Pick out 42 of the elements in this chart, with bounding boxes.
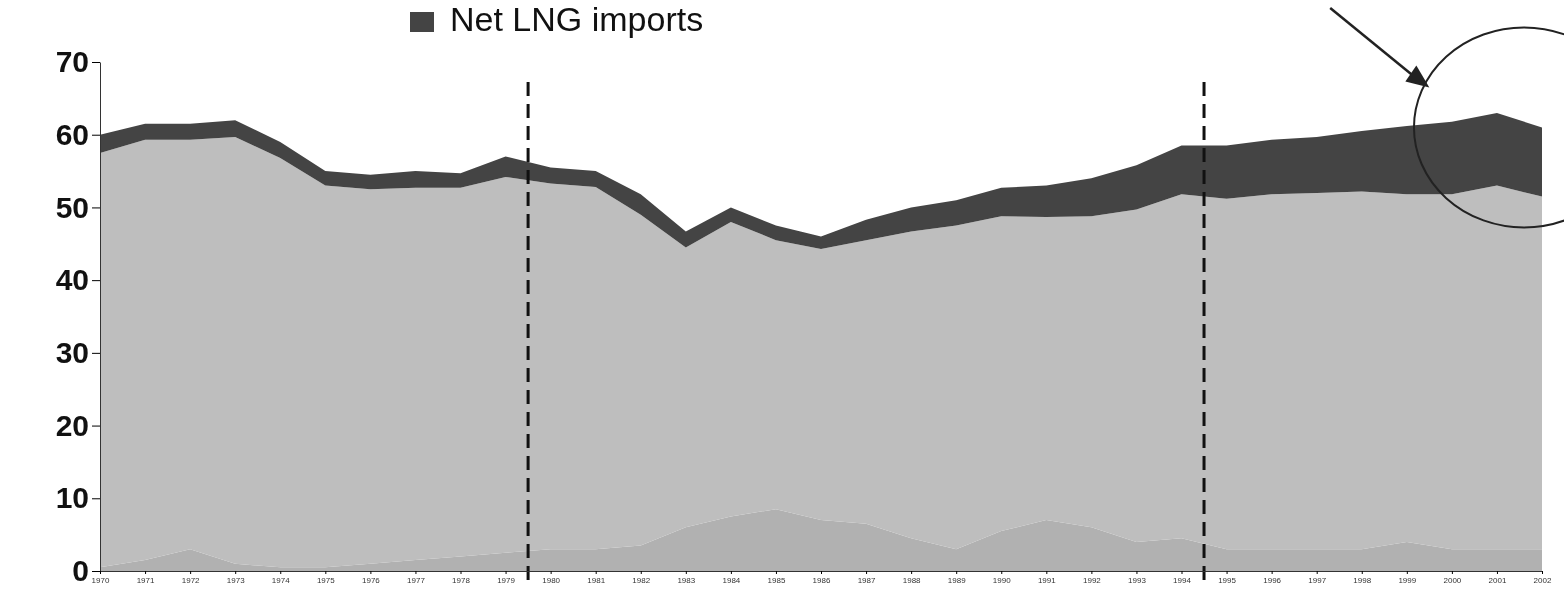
x-tick-label: 2002 (1533, 575, 1552, 585)
y-tick-label: 20 (55, 408, 89, 442)
x-tick-label: 1993 (1128, 575, 1147, 585)
x-tick-label: 1978 (452, 575, 471, 585)
x-tick-label: 1992 (1082, 575, 1102, 585)
x-tick-label: 1990 (992, 575, 1012, 585)
x-tick-label: 1994 (1173, 575, 1192, 585)
y-tick-label: 60 (55, 117, 89, 151)
x-tick-label: 1972 (181, 575, 201, 585)
x-tick-label: 1996 (1263, 575, 1282, 585)
y-tick-label: 70 (55, 45, 89, 79)
x-tick-label: 1981 (587, 575, 606, 585)
y-tick-label: 40 (55, 263, 89, 297)
x-tick-label: 1983 (677, 575, 696, 585)
x-tick-label: 1985 (767, 575, 786, 585)
x-tick-label: 1989 (947, 575, 967, 585)
x-tick-label: 1998 (1353, 575, 1372, 585)
y-tick-label: 0 (72, 554, 89, 588)
x-tick-label: 1970 (91, 575, 110, 585)
x-tick-label: 1995 (1218, 575, 1237, 585)
x-tick-label: 1991 (1037, 575, 1057, 585)
x-tick-label: 1986 (812, 575, 831, 585)
y-tick-label: 50 (55, 190, 89, 224)
x-tick-label: 1973 (226, 575, 246, 585)
x-tick-label: 1971 (136, 575, 156, 585)
x-tick-label: 1974 (271, 575, 291, 585)
x-tick-label: 1980 (542, 575, 561, 585)
x-tick-label: 1988 (902, 575, 922, 585)
y-tick-label: 10 (55, 481, 89, 515)
x-tick-label: 1977 (407, 575, 426, 585)
x-tick-label: 2000 (1443, 575, 1462, 585)
x-tick-label: 1976 (361, 575, 381, 585)
x-tick-label: 1979 (497, 575, 516, 585)
x-tick-label: 1982 (632, 575, 651, 585)
x-tick-label: 1984 (722, 575, 741, 585)
y-tick-label: 30 (55, 335, 89, 369)
x-tick-label: 2001 (1488, 575, 1507, 585)
x-tick-label: 1987 (857, 575, 877, 585)
x-tick-label: 1975 (316, 575, 336, 585)
x-tick-label: 1997 (1308, 575, 1327, 585)
x-tick-label: 1999 (1398, 575, 1417, 585)
legend-label: Net LNG imports (450, 0, 704, 38)
